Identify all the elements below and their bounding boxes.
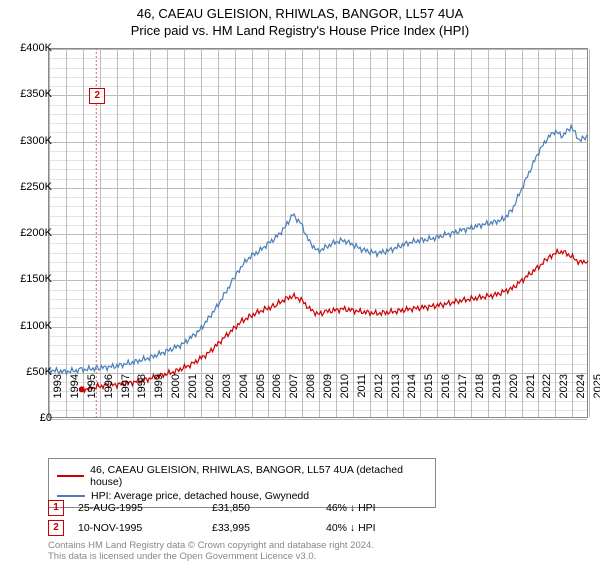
x-tick-label: 2022 [541, 374, 553, 398]
legend-swatch [57, 495, 85, 497]
x-tick-label: 1999 [153, 374, 165, 398]
x-tick-label: 2004 [238, 374, 250, 398]
x-tick-label: 2021 [525, 374, 537, 398]
x-tick-label: 2011 [356, 374, 368, 398]
sales-table: 1 25-AUG-1995 £31,850 46% ↓ HPI 2 10-NOV… [48, 500, 426, 540]
x-tick-label: 1993 [52, 374, 64, 398]
sale-price: £33,995 [212, 522, 312, 534]
series-price_paid [82, 250, 588, 393]
chart-container: 46, CAEAU GLEISION, RHIWLAS, BANGOR, LL5… [0, 0, 600, 560]
x-tick-label: 2002 [204, 374, 216, 398]
y-tick-label: £150K [20, 273, 52, 285]
x-tick-label: 2001 [187, 374, 199, 398]
chart-sale-marker: 2 [89, 88, 105, 104]
x-tick-label: 2023 [558, 374, 570, 398]
legend-swatch [57, 475, 84, 477]
series-hpi [48, 125, 588, 374]
table-row: 2 10-NOV-1995 £33,995 40% ↓ HPI [48, 520, 426, 536]
title-block: 46, CAEAU GLEISION, RHIWLAS, BANGOR, LL5… [0, 0, 600, 38]
chart-title: 46, CAEAU GLEISION, RHIWLAS, BANGOR, LL5… [0, 6, 600, 21]
x-tick-label: 2008 [305, 374, 317, 398]
x-tick-label: 2016 [440, 374, 452, 398]
sale-hpi-delta: 46% ↓ HPI [326, 502, 426, 514]
x-tick-label: 2009 [322, 374, 334, 398]
x-tick-label: 2018 [474, 374, 486, 398]
license-line: This data is licensed under the Open Gov… [48, 551, 316, 562]
sale-hpi-delta: 40% ↓ HPI [326, 522, 426, 534]
y-tick-label: £200K [20, 227, 52, 239]
sale-price: £31,850 [212, 502, 312, 514]
x-tick-label: 1996 [103, 374, 115, 398]
y-tick-label: £300K [20, 135, 52, 147]
x-tick-label: 1997 [120, 374, 132, 398]
y-tick-label: £250K [20, 181, 52, 193]
y-tick-label: £0 [40, 412, 52, 424]
x-tick-label: 2007 [288, 374, 300, 398]
chart-area: 2 [48, 48, 588, 418]
x-tick-label: 1998 [136, 374, 148, 398]
x-tick-label: 2019 [491, 374, 503, 398]
y-tick-label: £350K [20, 88, 52, 100]
sale-marker-icon: 2 [48, 520, 64, 536]
x-tick-label: 2017 [457, 374, 469, 398]
x-tick-label: 2005 [255, 374, 267, 398]
y-tick-label: £50K [26, 366, 52, 378]
x-tick-label: 2014 [406, 374, 418, 398]
sale-marker-icon: 1 [48, 500, 64, 516]
table-row: 1 25-AUG-1995 £31,850 46% ↓ HPI [48, 500, 426, 516]
y-tick-label: £400K [20, 42, 52, 54]
chart-subtitle: Price paid vs. HM Land Registry's House … [0, 23, 600, 38]
line-series-svg [48, 48, 588, 418]
x-tick-label: 2012 [373, 374, 385, 398]
x-tick-label: 2024 [575, 374, 587, 398]
x-tick-label: 1994 [69, 374, 81, 398]
x-tick-label: 2025 [592, 374, 600, 398]
y-tick-label: £100K [20, 320, 52, 332]
sale-date: 25-AUG-1995 [78, 502, 198, 514]
x-tick-label: 2015 [423, 374, 435, 398]
x-tick-label: 2000 [170, 374, 182, 398]
sale-date: 10-NOV-1995 [78, 522, 198, 534]
x-tick-label: 2003 [221, 374, 233, 398]
x-tick-label: 2013 [390, 374, 402, 398]
x-tick-label: 1995 [86, 374, 98, 398]
legend-item: 46, CAEAU GLEISION, RHIWLAS, BANGOR, LL5… [57, 463, 427, 489]
x-tick-label: 2020 [508, 374, 520, 398]
legend-label: 46, CAEAU GLEISION, RHIWLAS, BANGOR, LL5… [90, 464, 427, 488]
x-tick-label: 2010 [339, 374, 351, 398]
license-line: Contains HM Land Registry data © Crown c… [48, 540, 374, 551]
x-tick-label: 2006 [271, 374, 283, 398]
license-text: Contains HM Land Registry data © Crown c… [48, 540, 374, 563]
